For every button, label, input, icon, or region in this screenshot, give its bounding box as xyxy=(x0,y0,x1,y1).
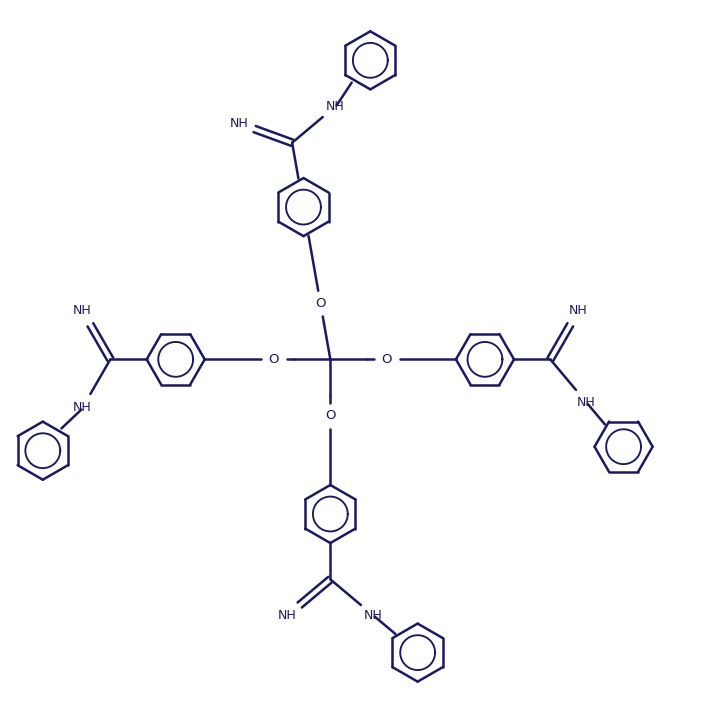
Text: O: O xyxy=(269,353,279,366)
Text: NH: NH xyxy=(278,609,297,621)
Text: O: O xyxy=(382,353,392,366)
Text: NH: NH xyxy=(577,396,595,409)
Text: NH: NH xyxy=(73,304,91,317)
Text: NH: NH xyxy=(73,401,91,415)
Text: NH: NH xyxy=(569,304,587,317)
Text: NH: NH xyxy=(230,117,249,130)
Text: NH: NH xyxy=(364,609,383,621)
Text: O: O xyxy=(315,297,326,310)
Text: O: O xyxy=(325,409,335,423)
Text: NH: NH xyxy=(325,100,344,113)
